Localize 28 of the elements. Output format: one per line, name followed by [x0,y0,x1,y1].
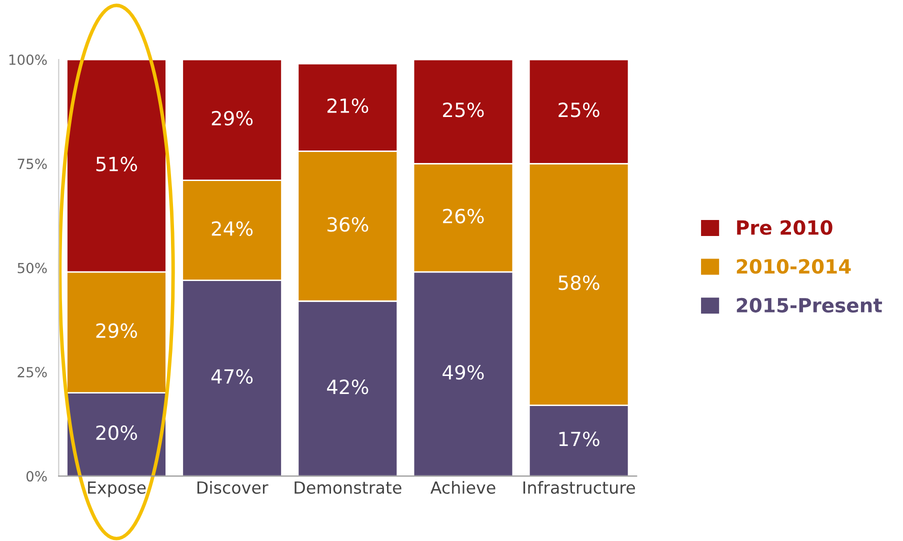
x-tick-label: Achieve [430,480,496,494]
y-tick-label: 0% [26,471,47,482]
y-tick-label: 75% [18,158,47,170]
x-tick-label: Expose [88,481,146,498]
data-label: 29% [96,323,138,338]
data-label: 51% [96,156,138,172]
data-label: 25% [558,102,600,118]
y-tick-label: 25% [18,366,47,378]
data-label: 17% [559,432,600,446]
x-tick-label: Demonstrate [294,481,402,494]
x-tick-label: Infrastructure [523,480,635,494]
legend-label: Pre 2010 [737,220,832,235]
data-label: 47% [211,369,253,384]
data-label: 29% [212,110,253,126]
data-label: 49% [442,364,484,380]
data-label: 26% [443,208,484,224]
data-label: 36% [328,217,368,232]
data-label: 42% [326,380,368,394]
data-label: 58% [558,275,600,290]
data-label: 24% [212,221,253,236]
x-tick-label: Discover [197,480,268,494]
data-label: 20% [96,425,138,440]
legend-label: 2015-Present [736,298,882,313]
legend-label: 2010-2014 [736,259,851,274]
y-tick-label: 50% [18,262,47,274]
y-tick-label: 100% [9,54,47,65]
data-label: 21% [327,98,368,114]
data-label: 25% [443,102,484,118]
